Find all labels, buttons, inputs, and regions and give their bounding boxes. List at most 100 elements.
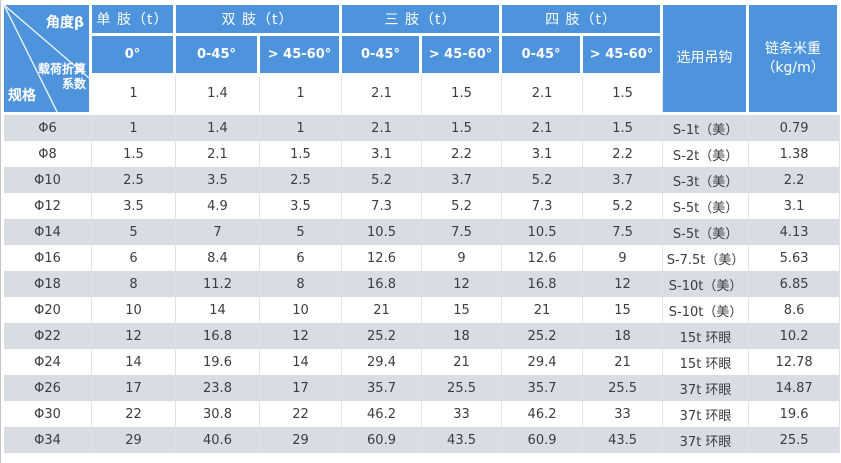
load-value-cell: 18 [422, 323, 503, 349]
load-value-cell: 3.1 [502, 141, 584, 167]
load-value-cell: 21 [422, 349, 503, 375]
load-value-cell: 2.1 [502, 115, 584, 141]
load-value-cell: 5.2 [422, 193, 503, 219]
hook-cell: 37t 环眼 [663, 427, 750, 453]
chain-sling-spec-table: 角度β 载荷折算 系数 规格 单 肢（t） 双 肢（t） 三 肢（t） 四 肢（t… [4, 5, 841, 453]
load-value-cell: 2.1 [176, 141, 260, 167]
load-value-cell: 1.5 [92, 141, 176, 167]
load-value-cell: 43.5 [583, 427, 664, 453]
load-value-cell: 12 [583, 271, 664, 297]
load-value-cell: 10 [260, 297, 343, 323]
load-value-cell: 12 [422, 271, 503, 297]
load-value-cell: 5 [260, 219, 343, 245]
hook-cell: 37t 环眼 [663, 401, 750, 427]
load-value-cell: 3.1 [342, 141, 423, 167]
weight-cell: 2.2 [749, 167, 841, 193]
load-value-cell: 22 [260, 401, 343, 427]
spec-cell: Φ24 [4, 349, 92, 375]
table-row: Φ10 2.5 3.5 2.5 5.2 3.7 5.2 3.7 S-3t（美） 2.2 [4, 167, 841, 193]
weight-cell: 12.78 [749, 349, 841, 375]
angle-header-cell: 0-45° [342, 36, 423, 76]
hook-cell: S-3t（美） [663, 167, 750, 193]
table-row: Φ24 14 19.6 14 29.4 21 29.4 21 15t 环眼 12.78 [4, 349, 841, 375]
weight-cell: 25.5 [749, 427, 841, 453]
load-value-cell: 25.2 [342, 323, 423, 349]
load-value-cell: 5.2 [342, 167, 423, 193]
spec-cell: Φ6 [4, 115, 92, 141]
load-value-cell: 3.5 [260, 193, 343, 219]
weight-cell: 10.2 [749, 323, 841, 349]
load-value-cell: 23.8 [176, 375, 260, 401]
load-value-cell: 1 [260, 115, 343, 141]
coefficient-row: 1 1.4 1 2.1 1.5 2.1 1.5 [4, 75, 840, 115]
weight-cell: 5.63 [749, 245, 841, 271]
table-row: Φ6 1 1.4 1 2.1 1.5 2.1 1.5 S-1t（美） 0.79 [4, 115, 841, 141]
load-value-cell: 11.2 [176, 271, 260, 297]
load-value-cell: 1.5 [583, 115, 664, 141]
load-value-cell: 12 [260, 323, 343, 349]
coefficient-value-cell: 2.1 [342, 75, 423, 115]
load-value-cell: 6 [92, 245, 176, 271]
angle-header-cell: 0-45° [176, 36, 260, 76]
load-value-cell: 12 [92, 323, 176, 349]
table-row: Φ26 17 23.8 17 35.7 25.5 35.7 25.5 37t 环眼 14.87 [4, 375, 841, 401]
load-value-cell: 22 [92, 401, 176, 427]
coefficient-value-cell: 1.5 [422, 75, 503, 115]
load-value-cell: 5.2 [583, 193, 664, 219]
group-header-double-leg: 双 肢（t） [176, 5, 343, 37]
table-row: Φ8 1.5 2.1 1.5 3.1 2.2 3.1 2.2 S-2t（美） 1.38 [4, 141, 841, 167]
hook-cell: S-10t（美） [663, 271, 750, 297]
load-value-cell: 35.7 [502, 375, 584, 401]
hook-cell: 15t 环眼 [663, 323, 750, 349]
load-value-cell: 12.6 [342, 245, 423, 271]
load-value-cell: 15 [583, 297, 664, 323]
table-row: Φ22 12 16.8 12 25.2 18 25.2 18 15t 环眼 10.2 [4, 323, 841, 349]
load-value-cell: 8 [260, 271, 343, 297]
table-row: Φ30 22 30.8 22 46.2 33 46.2 33 37t 环眼 19.6 [4, 401, 841, 427]
spec-cell: Φ34 [4, 427, 92, 453]
load-value-cell: 15 [422, 297, 503, 323]
load-value-cell: 7.5 [583, 219, 664, 245]
hook-cell: S-1t（美） [663, 115, 750, 141]
load-value-cell: 29 [92, 427, 176, 453]
corner-label-spec: 规格 [8, 88, 36, 104]
spec-cell: Φ20 [4, 297, 92, 323]
load-value-cell: 12.6 [502, 245, 584, 271]
angle-header-cell: 0-45° [502, 36, 584, 76]
spec-cell: Φ14 [4, 219, 92, 245]
weight-cell: 8.6 [749, 297, 841, 323]
table-row: Φ34 29 40.6 29 60.9 43.5 60.9 43.5 37t 环眼 25.5 [4, 427, 841, 453]
table-row: Φ12 3.5 4.9 3.5 7.3 5.2 7.3 5.2 S-5t（美） 3.1 [4, 193, 841, 219]
hook-cell: S-2t（美） [663, 141, 750, 167]
load-value-cell: 16.8 [176, 323, 260, 349]
load-value-cell: 3.7 [422, 167, 503, 193]
corner-header-cell: 角度β 载荷折算 系数 规格 [4, 5, 92, 115]
weight-cell: 0.79 [749, 115, 841, 141]
load-value-cell: 14 [176, 297, 260, 323]
diagonal-split-cell: 角度β 载荷折算 系数 规格 [4, 5, 89, 112]
load-value-cell: 1 [92, 115, 176, 141]
load-value-cell: 3.5 [92, 193, 176, 219]
angle-header-cell: > 45-60° [422, 36, 503, 76]
load-value-cell: 18 [583, 323, 664, 349]
load-value-cell: 14 [260, 349, 343, 375]
table-row: Φ16 6 8.4 6 12.6 9 12.6 9 S-7.5t（美） 5.63 [4, 245, 841, 271]
hook-cell: 15t 环眼 [663, 349, 750, 375]
load-value-cell: 1.5 [260, 141, 343, 167]
load-value-cell: 60.9 [342, 427, 423, 453]
load-value-cell: 35.7 [342, 375, 423, 401]
angle-header-cell: 0° [92, 36, 176, 76]
load-value-cell: 10.5 [502, 219, 584, 245]
spec-cell: Φ30 [4, 401, 92, 427]
load-value-cell: 7.5 [422, 219, 503, 245]
load-value-cell: 21 [502, 297, 584, 323]
group-header-quad-leg: 四 肢（t） [502, 5, 664, 37]
hook-cell: S-7.5t（美） [663, 245, 750, 271]
load-value-cell: 33 [583, 401, 664, 427]
weight-cell: 6.85 [749, 271, 841, 297]
angle-header-cell: > 45-60° [583, 36, 664, 76]
angle-header-row: 0° 0-45° > 45-60° 0-45° > 45-60° 0-45° > 45-60… [4, 36, 840, 76]
load-value-cell: 7.3 [502, 193, 584, 219]
coefficient-value-cell: 2.1 [502, 75, 584, 115]
load-value-cell: 43.5 [422, 427, 503, 453]
